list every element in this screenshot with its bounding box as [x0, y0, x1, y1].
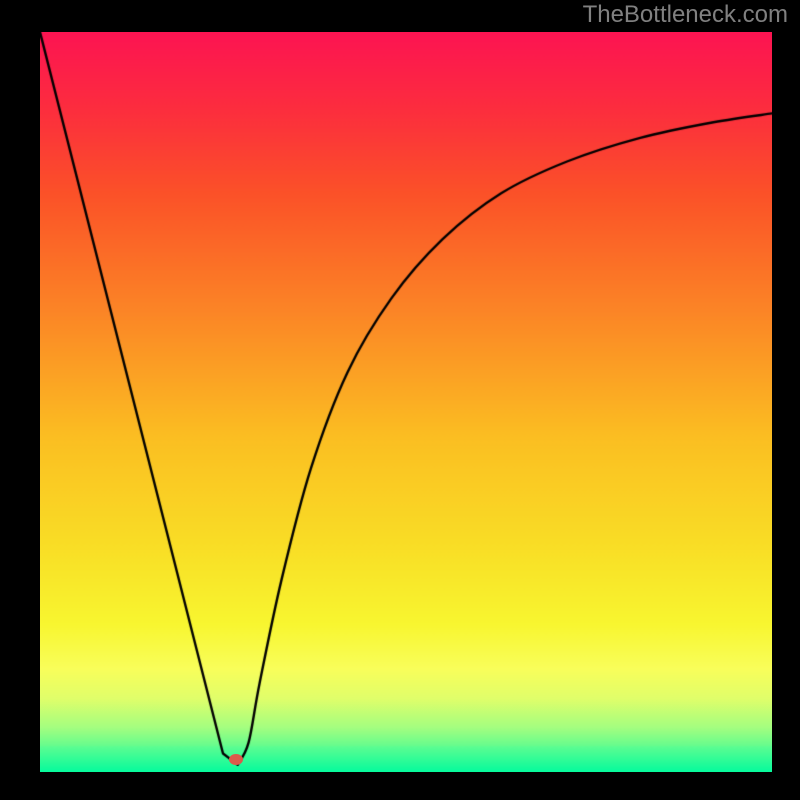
plot-area	[40, 32, 772, 772]
watermark-text: TheBottleneck.com	[583, 1, 788, 29]
optimum-marker-icon	[229, 754, 243, 765]
stage: TheBottleneck.com	[0, 0, 800, 800]
bottleneck-curve	[40, 32, 772, 772]
